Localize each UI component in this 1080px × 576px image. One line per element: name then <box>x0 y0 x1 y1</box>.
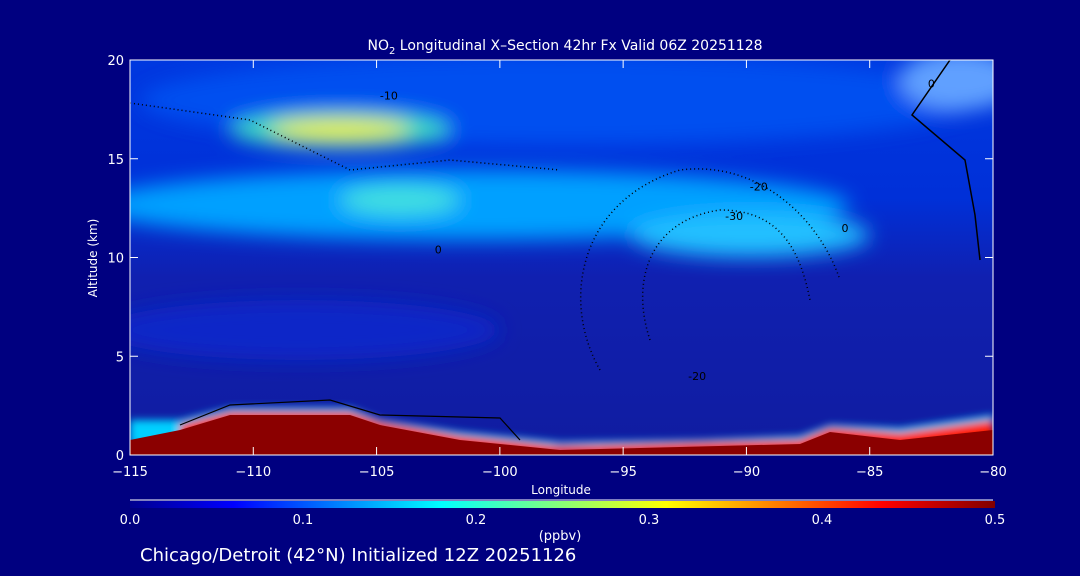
colorbar-tick-label: 0.4 <box>812 513 833 528</box>
contour-label: 0 <box>842 222 849 235</box>
colorbar-tick-label: 0.5 <box>985 513 1006 528</box>
y-tick-label: 5 <box>116 350 124 365</box>
y-axis: 0 5 10 15 20 <box>107 54 993 464</box>
x-axis: −115 −110 −105 −100 −95 −90 −85 −80 <box>112 60 1007 480</box>
footer-caption: Chicago/Detroit (42°N) Initialized 12Z 2… <box>140 545 576 566</box>
y-tick-label: 0 <box>116 449 124 464</box>
x-tick-label: −105 <box>359 465 395 480</box>
colorbar <box>130 501 995 508</box>
contour-label: 0 <box>928 78 935 91</box>
contour-line <box>641 209 811 341</box>
x-tick-label: −80 <box>979 465 1006 480</box>
surface-contour <box>179 399 521 441</box>
x-tick-label: −85 <box>856 465 883 480</box>
contour-labels: -10 -20 -30 -20 0 0 0 <box>380 78 935 383</box>
terrain <box>130 415 993 455</box>
y-axis-label: Altitude (km) <box>86 219 100 298</box>
colorbar-tick-label: 0.1 <box>293 513 314 528</box>
contour-label: -10 <box>380 90 398 103</box>
contour-line-zero <box>910 60 981 261</box>
contour-label: -30 <box>725 210 743 223</box>
colorbar-ticks: 0.0 0.1 0.2 0.3 0.4 0.5 <box>120 513 1006 528</box>
y-tick-label: 20 <box>107 54 124 69</box>
contour-line <box>130 102 561 171</box>
x-tick-label: −110 <box>235 465 271 480</box>
x-axis-label: Longitude <box>531 483 591 497</box>
colorbar-tick-label: 0.0 <box>120 513 141 528</box>
colorbar-tick-label: 0.2 <box>466 513 487 528</box>
concentration-field <box>130 60 993 360</box>
contour-line <box>580 168 841 371</box>
x-tick-label: −95 <box>609 465 636 480</box>
contour-label: -20 <box>750 180 768 193</box>
x-tick-label: −100 <box>482 465 518 480</box>
contour-label: -20 <box>688 370 706 383</box>
y-tick-label: 10 <box>107 252 124 267</box>
contour-label: 0 <box>435 244 442 257</box>
y-tick-label: 15 <box>107 153 124 168</box>
plot-area <box>130 60 993 455</box>
chart-title: NO2 Longitudinal X–Section 42hr Fx Valid… <box>367 38 762 57</box>
x-tick-label: −115 <box>112 465 148 480</box>
x-tick-label: −90 <box>733 465 760 480</box>
colorbar-tick-label: 0.3 <box>639 513 660 528</box>
colorbar-label: (ppbv) <box>539 529 582 544</box>
